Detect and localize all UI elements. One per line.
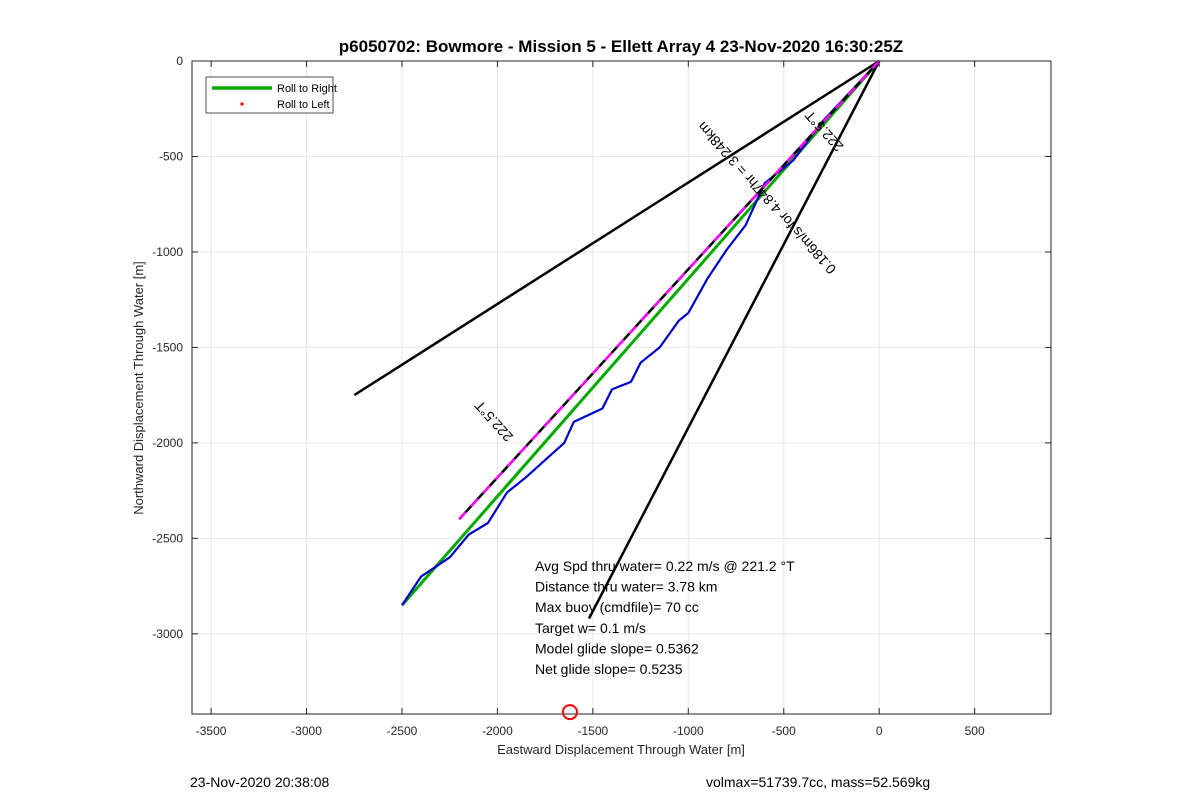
marker-circle [561, 704, 578, 721]
y-tick-label: 0 [176, 54, 183, 68]
x-tick-label: 500 [965, 724, 985, 738]
series-line-2 [353, 59, 880, 397]
series-layer [353, 59, 881, 620]
x-tick-label: -500 [772, 724, 796, 738]
plot-area [192, 61, 1051, 714]
stat-line-1: Distance thru water= 3.78 km [535, 579, 717, 595]
legend-box [205, 76, 334, 114]
series-line-3 [587, 60, 881, 620]
chart-title: p6050702: Bowmore - Mission 5 - Ellett A… [339, 37, 903, 56]
stat-line-4: Model glide slope= 0.5362 [535, 640, 699, 656]
legend-label-roll-right: Roll to Right [277, 83, 337, 95]
footer-timestamp: 23-Nov-2020 20:38:08 [190, 774, 330, 790]
y-axis-label: Northward Displacement Through Water [m] [131, 261, 146, 515]
x-axis-label: Eastward Displacement Through Water [m] [497, 742, 745, 757]
series-line-1 [401, 60, 881, 606]
footer-vehicle-info: volmax=51739.7cc, mass=52.569kg [706, 774, 931, 790]
legend-label-roll-left: Roll to Left [277, 99, 330, 111]
x-tick-label: -2000 [482, 724, 513, 738]
ticks-layer: -3500 -3000 -2500 -2000 -1500 -1000 -500 0 500 0 -… [152, 54, 1051, 738]
x-tick-label: -3500 [196, 724, 227, 738]
x-tick-label: -1500 [578, 724, 609, 738]
stat-line-2: Max buoy (cmdfile)= 70 cc [535, 599, 699, 615]
x-tick-label: 0 [876, 724, 883, 738]
stats-block: Avg Spd thru water= 0.22 m/s @ 221.2 °T D… [535, 558, 795, 677]
y-tick-label: -2000 [152, 436, 183, 450]
plot-frame [191, 60, 1052, 715]
legend: Roll to Right Roll to Left [205, 76, 337, 114]
stat-line-5: Net glide slope= 0.5235 [535, 661, 683, 677]
y-tick-label: -1000 [152, 245, 183, 259]
x-tick-label: -3000 [291, 724, 322, 738]
stat-line-0: Avg Spd thru water= 0.22 m/s @ 221.2 °T [535, 558, 795, 574]
legend-swatch-roll-left [240, 102, 244, 106]
y-tick-label: -2500 [152, 531, 183, 545]
x-tick-label: -2500 [387, 724, 418, 738]
series-line-4-dash [458, 60, 881, 521]
y-tick-label: -3000 [152, 627, 183, 641]
x-tick-label: -1000 [673, 724, 704, 738]
y-tick-label: -500 [159, 149, 183, 163]
y-tick-label: -1500 [152, 340, 183, 354]
stat-line-3: Target w= 0.1 m/s [535, 620, 646, 636]
